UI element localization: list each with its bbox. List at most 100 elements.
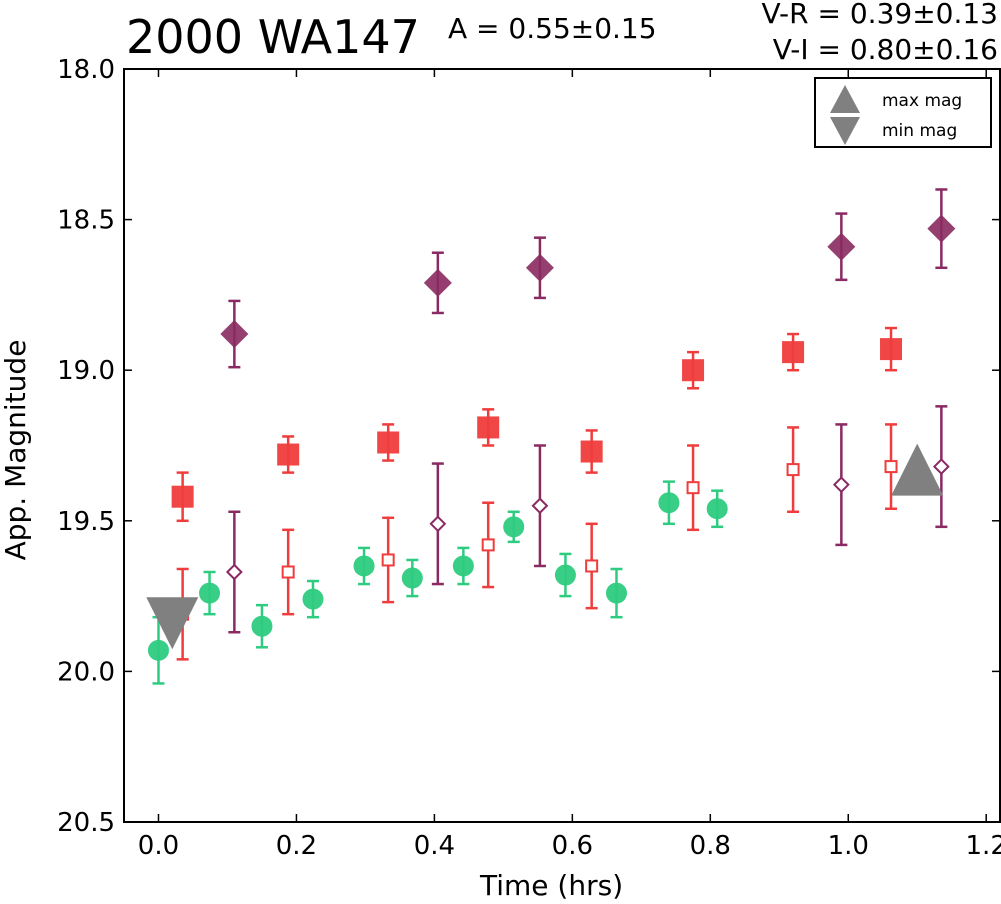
data-points [146,188,956,685]
circle-filled-marker [353,555,375,577]
circle-filled-marker [302,588,324,610]
circle-filled-marker [147,639,169,661]
diamond-filled-marker [423,268,452,297]
x-tick-label: 0.2 [276,831,317,861]
amplitude-label: A = 0.55±0.15 [448,12,657,45]
x-tick-label: 0.8 [690,831,731,861]
circle-filled-marker [605,582,627,604]
x-axis-label: Time (hrs) [480,869,624,902]
data-point [786,426,800,514]
max-mag-marker [891,443,944,496]
data-point [401,558,423,598]
data-point [884,423,898,511]
x-tick-label: 0.0 [138,831,179,861]
data-point [225,510,243,634]
color-index-v-r: V-R = 0.39±0.13 [761,0,998,30]
chart-title: 2000 WA147 [126,10,420,64]
data-point [832,423,850,547]
data-point [605,567,627,619]
diamond-filled-marker [525,253,554,282]
data-point [880,326,903,372]
y-tick-label: 18.0 [57,55,115,85]
legend: max mag min mag [814,77,992,148]
y-tick-label: 19.5 [57,507,115,537]
square-filled-marker [782,341,805,364]
circle-filled-marker [251,615,273,637]
diamond-open-marker [225,563,243,581]
data-point [251,603,273,649]
data-point [477,408,500,447]
diamond-filled-marker [827,232,856,261]
square-filled-marker [580,440,603,463]
data-point [927,188,956,270]
diamond-open-marker [932,458,950,475]
legend-label: min mag [882,121,957,141]
plot-frame [123,68,1001,823]
y-tick-label: 18.5 [57,206,115,236]
circle-filled-marker [503,516,525,538]
square-open-marker [686,481,700,495]
data-point [531,444,549,568]
data-point [423,251,452,315]
data-point [381,516,395,604]
y-tick-label: 19.0 [57,356,115,386]
data-point [481,501,495,589]
data-point [377,423,400,462]
axis-ticks: 0.0 0.2 0.4 0.6 0.8 1.0 1.2 18.0 18.5 19.0 19.5 20.… [57,55,1001,861]
data-point [277,435,300,474]
legend-max-icon [830,85,860,113]
data-point [281,528,295,616]
data-point [452,546,474,586]
data-point [782,332,805,372]
x-tick-label: 0.4 [414,831,455,861]
data-point [302,579,324,619]
square-open-marker [585,559,599,573]
square-filled-marker [377,431,400,454]
data-point [199,570,221,616]
x-tick-label: 0.6 [552,831,593,861]
data-point [682,350,705,390]
circle-filled-marker [401,567,423,589]
data-point [686,444,700,532]
data-point [429,462,447,586]
data-point [503,510,525,544]
data-point [353,546,375,586]
square-filled-marker [477,416,500,439]
data-point [220,299,249,369]
data-point [827,212,856,282]
diamond-filled-marker [220,320,249,349]
data-point [554,552,576,598]
data-point [658,480,680,526]
square-filled-marker [277,443,300,466]
square-filled-marker [171,485,194,508]
data-point [706,489,728,529]
square-open-marker [786,463,800,477]
y-tick-label: 20.5 [57,808,115,838]
square-open-marker [281,565,295,579]
circle-filled-marker [658,492,680,514]
circle-filled-marker [452,555,474,577]
data-point [585,522,599,610]
x-tick-label: 1.2 [966,831,1001,861]
square-filled-marker [682,359,705,382]
min-mag-marker [146,597,199,650]
data-point [932,405,950,529]
y-tick-label: 20.0 [57,657,115,687]
x-tick-label: 1.0 [828,831,869,861]
diamond-open-marker [429,515,447,533]
square-open-marker [381,553,395,567]
square-open-marker [481,538,495,552]
square-open-marker [884,460,898,474]
legend-min-icon [830,117,860,145]
diamond-open-marker [832,476,850,494]
square-filled-marker [880,338,903,361]
data-point [147,615,169,685]
circle-filled-marker [554,564,576,586]
data-point [171,471,194,523]
data-point [580,429,603,474]
circle-filled-marker [199,582,221,604]
color-index-v-i: V-I = 0.80±0.16 [772,33,998,66]
legend-label: max mag [882,91,962,111]
diamond-filled-marker [927,214,956,243]
